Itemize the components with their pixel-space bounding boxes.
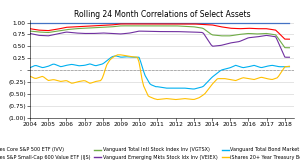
Vanguard Total Bond Market Index Inv (VBMFX): [154, 86, 158, 88]
iShares 20+ Year Treasury Bond ETF (TLT): [156, 98, 159, 100]
Vanguard Total Bond Market Index Inv (VBMFX): [127, 56, 130, 58]
Vanguard Emerging Mkts Stock Idx Inv (VEIEX): [285, 56, 288, 58]
Vanguard Emerging Mkts Stock Idx Inv (VEIEX): [125, 32, 128, 34]
Vanguard Emerging Mkts Stock Idx Inv (VEIEX): [262, 35, 265, 37]
Vanguard Total Bond Market Index Inv (VBMFX): [65, 64, 69, 66]
Vanguard Total Bond Market Index Inv (VBMFX): [288, 66, 291, 68]
iShares S&P Small-Cap 600 Value ETF (IJS): [285, 38, 288, 40]
iShares 20+ Year Treasury Bond ETF (TLT): [116, 54, 119, 56]
Line: Vanguard Emerging Mkts Stock Idx Inv (VEIEX): Vanguard Emerging Mkts Stock Idx Inv (VE…: [30, 31, 290, 57]
Vanguard Emerging Mkts Stock Idx Inv (VEIEX): [154, 31, 158, 33]
iShares Core S&P 500 ETF (IVV): [154, 22, 158, 24]
Vanguard Total Intl Stock Index Inv (VGTSX): [127, 25, 130, 27]
iShares S&P Small-Cap 600 Value ETF (IJS): [154, 23, 158, 25]
iShares 20+ Year Treasury Bond ETF (TLT): [288, 65, 291, 67]
Vanguard Total Bond Market Index Inv (VBMFX): [193, 88, 196, 90]
iShares Core S&P 500 ETF (IVV): [153, 22, 156, 24]
Vanguard Total Intl Stock Index Inv (VGTSX): [156, 25, 159, 27]
iShares S&P Small-Cap 600 Value ETF (IJS): [28, 28, 32, 30]
iShares S&P Small-Cap 600 Value ETF (IJS): [65, 26, 69, 28]
iShares Core S&P 500 ETF (IVV): [260, 22, 264, 24]
iShares 20+ Year Treasury Bond ETF (TLT): [263, 77, 267, 79]
Line: iShares S&P Small-Cap 600 Value ETF (IJS): iShares S&P Small-Cap 600 Value ETF (IJS…: [30, 24, 290, 39]
iShares 20+ Year Treasury Bond ETF (TLT): [154, 98, 158, 100]
iShares S&P Small-Cap 600 Value ETF (IJS): [167, 23, 170, 25]
Vanguard Emerging Mkts Stock Idx Inv (VEIEX): [28, 32, 32, 34]
iShares Core S&P 500 ETF (IVV): [65, 22, 69, 24]
Vanguard Emerging Mkts Stock Idx Inv (VEIEX): [139, 30, 142, 32]
Vanguard Total Intl Stock Index Inv (VGTSX): [65, 29, 69, 31]
iShares 20+ Year Treasury Bond ETF (TLT): [65, 80, 69, 82]
Vanguard Total Intl Stock Index Inv (VGTSX): [288, 47, 291, 49]
iShares 20+ Year Treasury Bond ETF (TLT): [157, 98, 161, 100]
Vanguard Emerging Mkts Stock Idx Inv (VEIEX): [65, 31, 69, 33]
iShares Core S&P 500 ETF (IVV): [288, 22, 291, 24]
Vanguard Total Bond Market Index Inv (VBMFX): [167, 87, 170, 89]
Vanguard Total Intl Stock Index Inv (VGTSX): [154, 25, 158, 27]
Vanguard Total Bond Market Index Inv (VBMFX): [28, 67, 32, 69]
iShares S&P Small-Cap 600 Value ETF (IJS): [156, 23, 159, 25]
Vanguard Total Bond Market Index Inv (VBMFX): [156, 86, 159, 88]
iShares Core S&P 500 ETF (IVV): [165, 22, 168, 24]
iShares 20+ Year Treasury Bond ETF (TLT): [28, 75, 32, 77]
iShares Core S&P 500 ETF (IVV): [28, 22, 32, 24]
iShares 20+ Year Treasury Bond ETF (TLT): [127, 55, 130, 57]
Line: iShares 20+ Year Treasury Bond ETF (TLT): iShares 20+ Year Treasury Bond ETF (TLT): [30, 55, 290, 99]
iShares 20+ Year Treasury Bond ETF (TLT): [168, 98, 172, 100]
iShares S&P Small-Cap 600 Value ETF (IJS): [288, 38, 291, 40]
Vanguard Total Intl Stock Index Inv (VGTSX): [262, 33, 265, 35]
Vanguard Total Intl Stock Index Inv (VGTSX): [285, 47, 288, 49]
Vanguard Total Bond Market Index Inv (VBMFX): [114, 55, 118, 57]
Vanguard Total Intl Stock Index Inv (VGTSX): [28, 30, 32, 32]
Title: Rolling 24 Month Correlations of Select Assets: Rolling 24 Month Correlations of Select …: [74, 10, 250, 19]
iShares Core S&P 500 ETF (IVV): [125, 22, 128, 24]
Vanguard Total Intl Stock Index Inv (VGTSX): [120, 25, 124, 27]
iShares S&P Small-Cap 600 Value ETF (IJS): [262, 28, 265, 30]
Vanguard Total Intl Stock Index Inv (VGTSX): [167, 25, 170, 27]
Line: Vanguard Total Bond Market Index Inv (VBMFX): Vanguard Total Bond Market Index Inv (VB…: [30, 56, 290, 89]
Legend: iShares Core S&P 500 ETF (IVV), iShares S&P Small-Cap 600 Value ETF (IJS), Vangu: iShares Core S&P 500 ETF (IVV), iShares …: [0, 147, 300, 160]
Vanguard Emerging Mkts Stock Idx Inv (VEIEX): [288, 56, 291, 58]
iShares S&P Small-Cap 600 Value ETF (IJS): [127, 23, 130, 25]
iShares S&P Small-Cap 600 Value ETF (IJS): [120, 23, 124, 25]
Vanguard Emerging Mkts Stock Idx Inv (VEIEX): [167, 31, 170, 33]
Vanguard Emerging Mkts Stock Idx Inv (VEIEX): [156, 31, 159, 33]
Vanguard Total Bond Market Index Inv (VBMFX): [263, 66, 267, 68]
Line: Vanguard Total Intl Stock Index Inv (VGTSX): Vanguard Total Intl Stock Index Inv (VGT…: [30, 26, 290, 48]
